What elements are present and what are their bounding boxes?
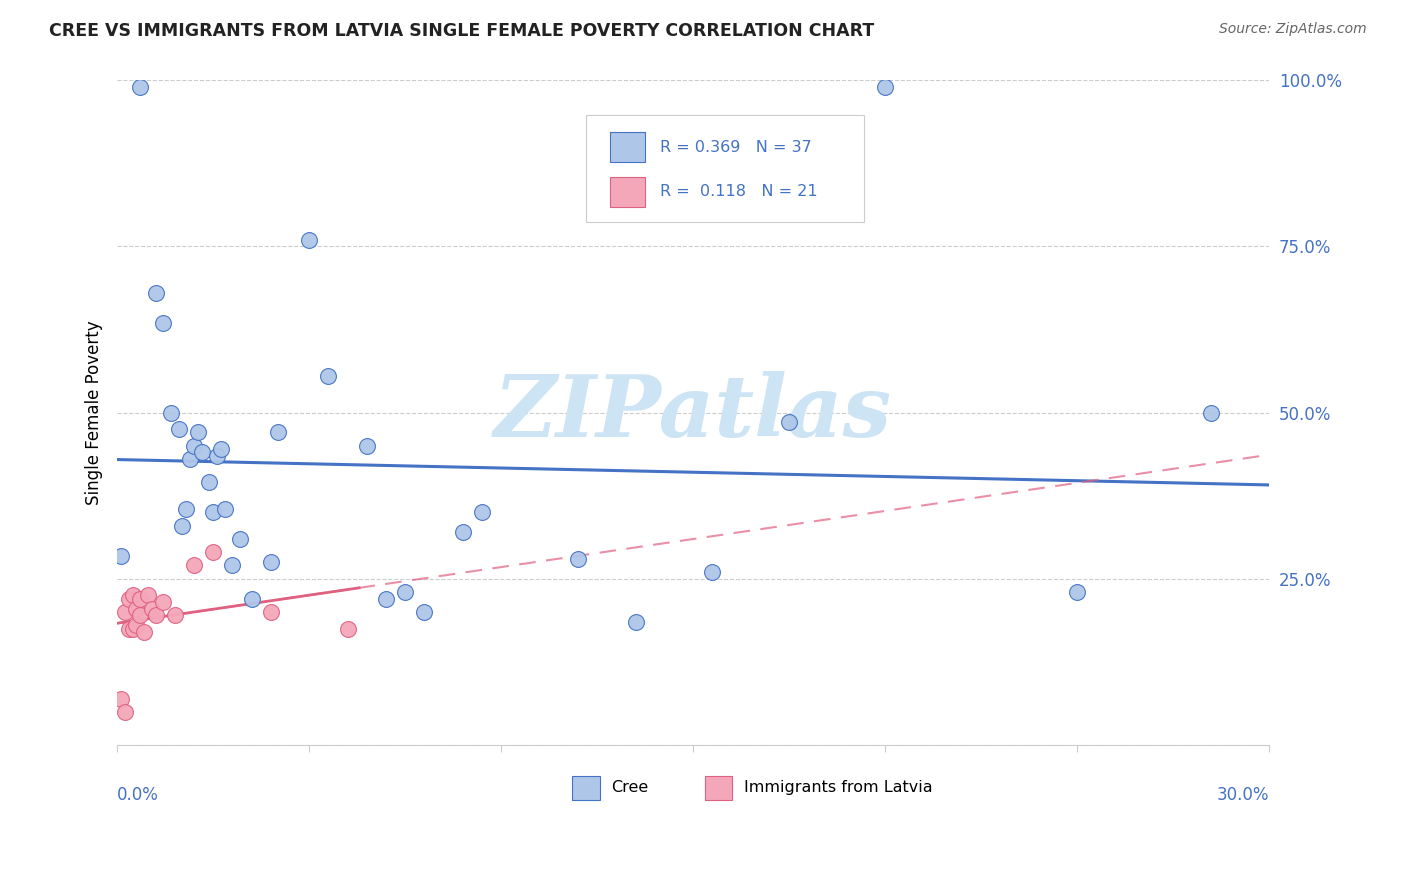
Text: 30.0%: 30.0%	[1216, 786, 1270, 805]
Point	[121, 622, 143, 636]
Point	[114, 605, 136, 619]
Point	[183, 558, 205, 573]
FancyBboxPatch shape	[610, 177, 645, 207]
Text: 0.0%: 0.0%	[117, 786, 159, 805]
Point	[260, 555, 283, 569]
Point	[118, 622, 141, 636]
Point	[121, 589, 143, 603]
Point	[209, 442, 232, 456]
FancyBboxPatch shape	[704, 776, 733, 799]
FancyBboxPatch shape	[572, 776, 600, 799]
Point	[356, 439, 378, 453]
Point	[141, 601, 163, 615]
Point	[240, 591, 263, 606]
Point	[1201, 405, 1223, 419]
Point	[190, 445, 212, 459]
Point	[267, 425, 290, 440]
Point	[451, 525, 474, 540]
Point	[136, 589, 159, 603]
Point	[624, 615, 647, 629]
Point	[375, 591, 398, 606]
Text: CREE VS IMMIGRANTS FROM LATVIA SINGLE FEMALE POVERTY CORRELATION CHART: CREE VS IMMIGRANTS FROM LATVIA SINGLE FE…	[49, 22, 875, 40]
Text: Cree: Cree	[612, 780, 648, 795]
Point	[125, 618, 148, 632]
Point	[229, 532, 252, 546]
Point	[336, 622, 359, 636]
Point	[176, 502, 198, 516]
Point	[202, 545, 225, 559]
Point	[152, 316, 174, 330]
Point	[160, 405, 183, 419]
Point	[179, 452, 201, 467]
Point	[214, 502, 236, 516]
Point	[110, 691, 132, 706]
Point	[875, 79, 897, 94]
Point	[129, 79, 152, 94]
Text: Immigrants from Latvia: Immigrants from Latvia	[744, 780, 932, 795]
Point	[394, 585, 416, 599]
Point	[205, 449, 228, 463]
Point	[260, 605, 283, 619]
Point	[125, 601, 148, 615]
Point	[187, 425, 209, 440]
Point	[172, 518, 194, 533]
Point	[110, 549, 132, 563]
Point	[132, 625, 155, 640]
Point	[778, 416, 800, 430]
Point	[129, 591, 152, 606]
Point	[145, 285, 167, 300]
Point	[145, 608, 167, 623]
Point	[198, 475, 221, 490]
Point	[318, 368, 340, 383]
FancyBboxPatch shape	[610, 132, 645, 162]
Y-axis label: Single Female Poverty: Single Female Poverty	[86, 320, 103, 505]
Point	[152, 595, 174, 609]
Point	[129, 608, 152, 623]
FancyBboxPatch shape	[586, 114, 863, 221]
Point	[471, 505, 494, 519]
Text: R =  0.118   N = 21: R = 0.118 N = 21	[659, 185, 817, 199]
Point	[413, 605, 436, 619]
Point	[114, 705, 136, 719]
Point	[183, 439, 205, 453]
Point	[221, 558, 243, 573]
Point	[702, 565, 724, 579]
Text: ZIPatlas: ZIPatlas	[494, 371, 893, 454]
Text: Source: ZipAtlas.com: Source: ZipAtlas.com	[1219, 22, 1367, 37]
Point	[1066, 585, 1088, 599]
Point	[118, 591, 141, 606]
Point	[167, 422, 190, 436]
Point	[567, 551, 589, 566]
Point	[163, 608, 186, 623]
Point	[298, 233, 321, 247]
Point	[202, 505, 225, 519]
Text: R = 0.369   N = 37: R = 0.369 N = 37	[659, 140, 811, 155]
